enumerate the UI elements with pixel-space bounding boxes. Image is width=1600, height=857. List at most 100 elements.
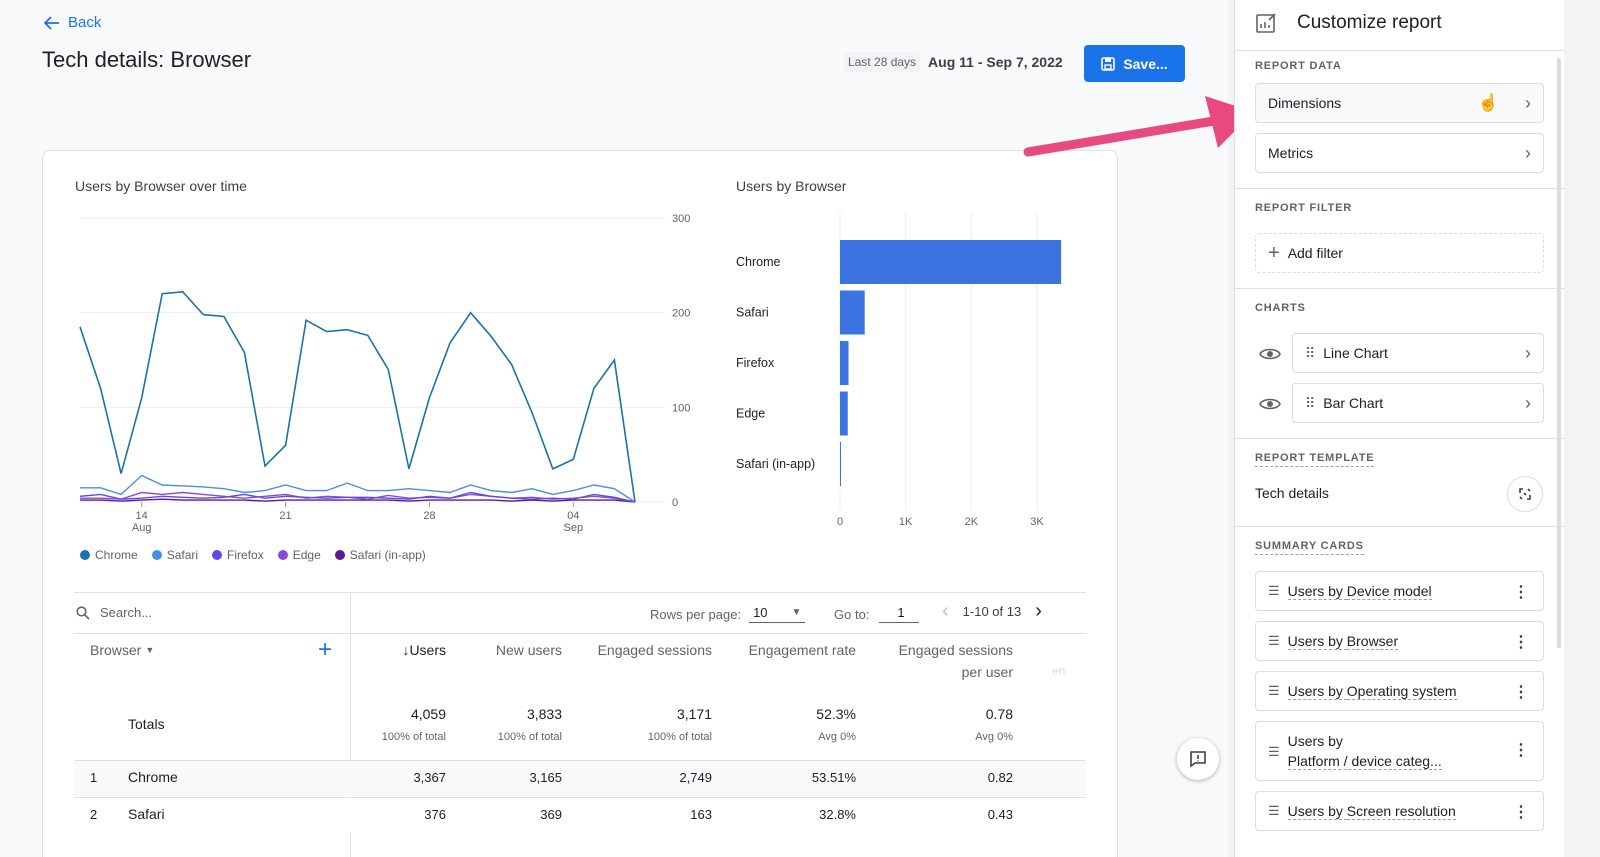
bar-edge[interactable] <box>840 391 848 436</box>
legend-label: Firefox <box>227 548 264 562</box>
column-header-label: New users <box>495 642 562 658</box>
row-name[interactable]: Safari <box>128 806 165 822</box>
total-sub: 100% of total <box>647 731 712 743</box>
bar-safari[interactable] <box>840 290 865 335</box>
summary-card[interactable]: ☰ Users by Platform / device categ... ⋮ <box>1255 721 1544 781</box>
more-vert-icon[interactable]: ⋮ <box>1513 804 1529 821</box>
more-vert-icon[interactable]: ⋮ <box>1513 634 1529 651</box>
rows-per-page-label: Rows per page: <box>650 606 742 622</box>
table-row[interactable] <box>74 797 1086 833</box>
search-input[interactable]: Search... <box>100 605 153 620</box>
more-vert-icon[interactable]: ⋮ <box>1513 742 1529 759</box>
eye-icon[interactable] <box>1259 397 1281 411</box>
unlink-template-button[interactable] <box>1507 476 1543 512</box>
save-icon <box>1101 56 1116 71</box>
row-value: 32.8% <box>819 807 856 822</box>
bar-chart-tile[interactable]: ⠿ Bar Chart › <box>1292 383 1544 423</box>
report-template-label: REPORT TEMPLATE <box>1255 452 1375 467</box>
row-value: 0.43 <box>987 807 1013 822</box>
summary-card-prefix: Users by <box>1287 803 1347 820</box>
add-filter-label: Add filter <box>1287 245 1343 261</box>
bar-chart[interactable]: 0 1K 2K 3K Chrome Safari Firefox Edge Safari (in… <box>730 210 1090 540</box>
save-label: Save... <box>1123 55 1168 72</box>
x-tick-month: Aug <box>132 522 152 534</box>
total-value: 3,171 <box>676 706 712 722</box>
list-icon: ☰ <box>1268 744 1280 759</box>
unlink-icon <box>1519 488 1531 500</box>
row-name[interactable]: Chrome <box>128 769 178 785</box>
x-tick-label: 1K <box>899 516 913 528</box>
add-dimension-icon[interactable]: + <box>318 636 333 663</box>
rows-per-page-select[interactable]: 10 ▼ <box>749 605 806 623</box>
column-header[interactable]: Engaged sessions <box>562 642 712 658</box>
dimension-header-label: Browser <box>90 642 142 658</box>
line-chart-tile[interactable]: ⠿ Line Chart › <box>1292 333 1544 373</box>
bar-safari-in-app-[interactable] <box>840 442 841 486</box>
metrics-tile[interactable]: Metrics › <box>1255 133 1544 173</box>
table-row[interactable] <box>74 760 1086 796</box>
dimension-header[interactable]: Browser ▼ <box>90 642 154 658</box>
summary-card-prefix: Users by <box>1287 683 1347 700</box>
date-preset-label: Last 28 days <box>844 52 921 72</box>
legend-item[interactable]: Edge <box>277 548 321 562</box>
date-range-picker[interactable]: Last 28 days Aug 11 - Sep 7, 2022 <box>844 52 1063 72</box>
column-header[interactable]: ↓Users <box>296 642 446 658</box>
pagination: ‹ 1-10 of 13 › <box>942 600 1042 622</box>
rows-per-page-value: 10 <box>753 605 768 620</box>
summary-card[interactable]: ☰ Users by Screen resolution ⋮ <box>1255 791 1544 831</box>
drag-handle-icon: ⠿ <box>1305 394 1315 411</box>
summary-card-prefix: Users by <box>1287 633 1347 650</box>
column-header[interactable]: Engaged sessions <box>863 642 1013 658</box>
summary-card[interactable]: ☰ Users by Device model ⋮ <box>1255 571 1544 611</box>
bar-chart-title: Users by Browser <box>736 178 847 194</box>
legend-item[interactable]: Safari <box>151 548 198 562</box>
template-name: Tech details <box>1255 485 1329 501</box>
line-series-safari[interactable] <box>80 474 636 503</box>
bar-chrome[interactable] <box>840 240 1062 284</box>
line-series-firefox[interactable] <box>79 491 636 503</box>
column-header-label: Users <box>409 642 446 658</box>
summary-card[interactable]: ☰ Users by Browser ⋮ <box>1255 621 1544 661</box>
total-value: 0.78 <box>985 706 1013 722</box>
more-vert-icon[interactable]: ⋮ <box>1513 584 1529 601</box>
save-button[interactable]: Save... <box>1084 45 1185 82</box>
legend-item[interactable]: Safari (in-app) <box>334 548 426 562</box>
summary-cards-label: SUMMARY CARDS <box>1255 540 1364 555</box>
chevron-right-icon: › <box>1525 143 1531 163</box>
panel-title: Customize report <box>1297 12 1442 33</box>
legend-item[interactable]: Chrome <box>80 548 138 562</box>
feedback-button[interactable] <box>1177 738 1219 780</box>
column-header[interactable]: New users <box>412 642 562 658</box>
divider <box>1235 50 1565 51</box>
table-toolbar: Search... Rows per page: 10 ▼ Go to: 1 ‹ … <box>74 592 1086 634</box>
goto-input[interactable]: 1 <box>879 605 920 623</box>
date-range-text: Aug 11 - Sep 7, 2022 <box>928 54 1063 70</box>
column-header-label: Engaged sessions <box>898 642 1013 658</box>
line-series-chrome[interactable] <box>79 290 636 503</box>
summary-card-label: Users by Device model <box>1287 581 1432 601</box>
panel-scrollbar[interactable] <box>1557 58 1561 648</box>
line-chart-label: Line Chart <box>1323 345 1388 361</box>
prev-page-icon[interactable]: ‹ <box>942 600 949 622</box>
column-header[interactable]: Engagement rate <box>706 642 856 658</box>
dimensions-tile[interactable]: Dimensions ☝ › <box>1255 83 1544 123</box>
add-filter-tile[interactable]: + Add filter <box>1255 233 1544 273</box>
metrics-label: Metrics <box>1268 145 1314 161</box>
total-sub: Avg 0% <box>975 731 1013 743</box>
table-search[interactable]: Search... <box>76 605 152 620</box>
legend-item[interactable]: Firefox <box>212 548 264 562</box>
column-header-label: Engagement rate <box>748 642 856 658</box>
back-link[interactable]: Back <box>44 14 101 31</box>
row-value: 376 <box>424 807 446 822</box>
next-page-icon[interactable]: › <box>1035 600 1042 622</box>
more-vert-icon[interactable]: ⋮ <box>1513 684 1529 701</box>
summary-card[interactable]: ☰ Users by Operating system ⋮ <box>1255 671 1544 711</box>
total-value: 3,833 <box>526 706 562 722</box>
line-series-safari-in-app-[interactable] <box>80 498 636 503</box>
total-sub: 100% of total <box>381 731 446 743</box>
eye-icon[interactable] <box>1259 347 1281 361</box>
bar-label: Safari (in-app) <box>736 457 815 471</box>
chevron-right-icon: › <box>1525 393 1531 413</box>
bar-firefox[interactable] <box>840 341 849 385</box>
